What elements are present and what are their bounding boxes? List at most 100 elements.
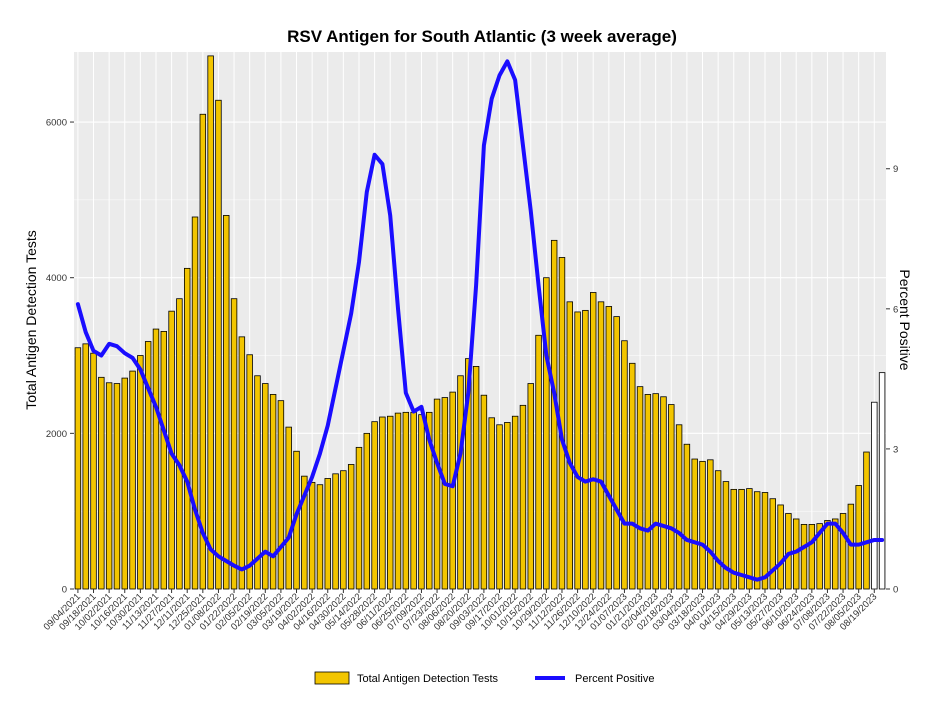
bar xyxy=(605,306,613,590)
legend-line-label: Percent Positive xyxy=(575,673,654,685)
bar xyxy=(504,422,511,590)
bar xyxy=(738,488,745,590)
bar xyxy=(144,341,152,590)
bar xyxy=(746,488,753,590)
bar xyxy=(152,328,160,590)
right-axis: 0 3 6 9 xyxy=(886,164,898,596)
bar xyxy=(855,485,862,590)
bar xyxy=(223,215,230,590)
bar xyxy=(457,375,464,590)
bar xyxy=(636,386,644,590)
bar xyxy=(316,484,324,590)
bar xyxy=(488,417,495,590)
bar xyxy=(824,520,831,590)
y-tick-label: 0 xyxy=(62,585,67,596)
bar xyxy=(832,518,839,590)
bar xyxy=(113,383,121,590)
bar xyxy=(683,443,691,590)
bar xyxy=(394,412,402,590)
bar xyxy=(511,415,519,590)
bar xyxy=(839,513,847,590)
bar xyxy=(402,411,410,590)
bar xyxy=(644,394,652,590)
bar xyxy=(707,459,714,590)
bar xyxy=(347,464,355,590)
bar xyxy=(449,391,456,590)
bar xyxy=(441,397,449,590)
y2-axis-title: Percent Positive xyxy=(897,269,913,370)
bar xyxy=(426,411,433,590)
bar xyxy=(277,400,285,590)
bar xyxy=(714,470,722,590)
legend: Total Antigen Detection Tests Percent Po… xyxy=(314,671,654,685)
bar xyxy=(105,382,113,590)
bar xyxy=(262,383,269,590)
x-axis: 09/04/202109/18/202110/02/202110/16/2021… xyxy=(42,589,879,633)
chart-title: RSV Antigen for South Atlantic (3 week a… xyxy=(287,27,677,46)
bar xyxy=(137,355,144,590)
bar xyxy=(629,362,636,590)
legend-bar-swatch xyxy=(314,671,350,685)
bar xyxy=(176,298,183,590)
y2-tick-label: 6 xyxy=(893,304,898,315)
bar xyxy=(800,524,808,590)
bar xyxy=(324,478,331,590)
bar xyxy=(590,292,597,590)
bar xyxy=(371,421,378,590)
bar xyxy=(808,524,816,590)
bar xyxy=(230,298,238,590)
bar xyxy=(215,99,222,590)
bar xyxy=(98,376,105,590)
bar xyxy=(332,473,339,590)
bar xyxy=(433,398,441,590)
bar xyxy=(246,354,253,590)
bar xyxy=(254,375,261,590)
bar xyxy=(199,113,207,590)
bar xyxy=(74,347,82,590)
bar xyxy=(496,424,503,590)
bar xyxy=(379,416,386,590)
bar xyxy=(355,446,363,590)
bar xyxy=(621,340,628,590)
bar xyxy=(480,394,488,590)
bar xyxy=(308,481,316,590)
bar xyxy=(871,401,878,590)
bar xyxy=(519,404,527,590)
bar xyxy=(418,414,425,590)
bar xyxy=(160,330,167,590)
bar xyxy=(613,316,620,590)
bar xyxy=(535,334,542,590)
bar xyxy=(753,491,761,590)
y-tick-label: 4000 xyxy=(46,273,67,284)
bar xyxy=(777,504,784,590)
bar xyxy=(121,377,128,590)
bar xyxy=(340,470,347,590)
y-tick-label: 2000 xyxy=(46,429,67,440)
bar xyxy=(566,301,573,590)
bar xyxy=(82,343,89,590)
bar xyxy=(129,370,136,590)
bar xyxy=(238,336,246,590)
y2-tick-label: 3 xyxy=(893,444,898,455)
bar xyxy=(597,301,605,590)
bar xyxy=(527,383,534,590)
bar xyxy=(191,216,199,590)
bar xyxy=(652,393,659,590)
bar xyxy=(863,451,870,590)
bar xyxy=(668,404,675,590)
bar xyxy=(785,513,792,590)
bar xyxy=(410,411,417,590)
y-tick-label: 6000 xyxy=(46,118,67,129)
bar xyxy=(816,523,823,590)
bar xyxy=(722,481,730,590)
bar xyxy=(660,396,667,590)
y2-tick-label: 9 xyxy=(893,164,898,175)
bar xyxy=(363,432,370,590)
bar xyxy=(90,352,97,590)
bar xyxy=(207,55,214,590)
legend-bar-label: Total Antigen Detection Tests xyxy=(357,673,499,685)
y-axis-title: Total Antigen Detection Tests xyxy=(23,230,39,410)
left-axis: 0 2000 4000 6000 xyxy=(46,118,74,596)
